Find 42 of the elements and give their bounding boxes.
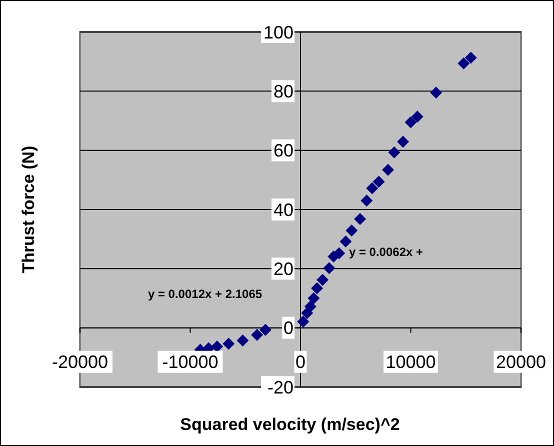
point (372, 176, 385, 188)
point (251, 328, 264, 341)
point (366, 182, 378, 194)
y-tick-label: 80 (273, 81, 294, 102)
x-axis-title: Squared velocity (m/sec)^2 (180, 415, 400, 434)
point (458, 57, 470, 70)
y-tick-label: 100 (263, 22, 294, 42)
point (397, 136, 410, 148)
y-tick-label: 0 (283, 318, 294, 338)
y-axis-title: Thrust force (N) (19, 146, 38, 274)
point (340, 235, 352, 248)
y-tick-label: 40 (273, 200, 294, 220)
point (354, 212, 366, 225)
point (404, 116, 417, 128)
y-tick-label: 60 (273, 140, 294, 161)
point (388, 146, 400, 158)
x-tick-label: -10000 (162, 352, 218, 372)
y-tick-label: 20 (273, 258, 294, 279)
point (346, 224, 358, 237)
point (464, 52, 477, 64)
point (308, 292, 320, 304)
point (222, 338, 235, 350)
point (360, 194, 373, 207)
x-tick-label: 10000 (386, 352, 436, 372)
y-tick-label: -20 (267, 377, 294, 398)
point (333, 247, 346, 260)
annotation: y = 0.0012x + 2.1065 (148, 287, 262, 301)
x-tick-label: -20000 (52, 352, 108, 372)
point (297, 316, 310, 328)
point (211, 340, 224, 352)
point (304, 300, 316, 313)
point (323, 262, 336, 274)
point (236, 334, 249, 347)
point (259, 324, 272, 336)
point (411, 110, 424, 123)
x-tick-label: 0 (295, 352, 306, 372)
annotation: y = 0.0062x + (348, 245, 424, 259)
point (311, 282, 324, 294)
x-tick-label: 20000 (496, 352, 546, 372)
point (382, 164, 394, 176)
point (316, 274, 329, 286)
point (430, 86, 442, 99)
